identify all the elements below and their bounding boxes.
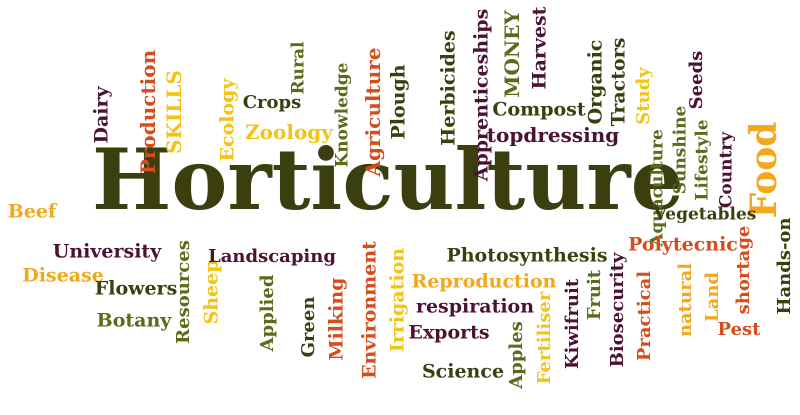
word-vegetables: Vegetables	[653, 204, 757, 225]
word-biosecurity: Biosecurity	[607, 252, 628, 368]
word-seeds: Seeds	[686, 50, 707, 110]
word-agriculture: Agriculture	[361, 47, 385, 177]
word-topdressing: topdressing	[486, 123, 620, 147]
word-university: University	[52, 240, 162, 263]
word-horticulture: Horticulture	[91, 130, 685, 229]
word-environment: Environment	[358, 241, 381, 379]
word-tractors: Tractors	[607, 37, 630, 127]
word-sunshine: Sunshine	[670, 105, 691, 195]
word-sheep: Sheep	[200, 259, 223, 325]
word-fertiliser: Fertiliser	[534, 291, 555, 385]
word-flowers: Flowers	[94, 277, 178, 300]
word-reproduction: Reproduction	[411, 270, 557, 293]
word-aquaculture: Aquaculture	[647, 129, 668, 247]
word-plough: Plough	[387, 64, 410, 140]
word-ecology: Ecology	[216, 78, 239, 162]
word-exports: Exports	[408, 321, 490, 344]
word-knowledge: Knowledge	[332, 62, 353, 168]
word-science: Science	[421, 360, 505, 383]
word-natural: natural	[675, 262, 696, 338]
word-money: MONEY	[500, 10, 524, 98]
word-kiwifruit: Kiwifruit	[562, 278, 583, 370]
word-respiration: respiration	[415, 295, 535, 318]
word-shortage: shortage	[733, 225, 754, 315]
word-lifestyle: Lifestyle	[692, 119, 713, 201]
word-apprenticeships: Apprenticeships	[470, 8, 493, 182]
word-herbicides: Herbicides	[437, 30, 460, 146]
word-country: Country	[716, 131, 737, 209]
word-botany: Botany	[96, 309, 172, 332]
word-rural: Rural	[288, 41, 309, 95]
word-disease: Disease	[22, 264, 104, 287]
word-apples: Apples	[506, 321, 527, 389]
word-photosynthesis: Photosynthesis	[446, 244, 608, 267]
word-polytecnic: Polytecnic	[628, 233, 738, 256]
word-dairy: Dairy	[90, 86, 113, 144]
word-pest: Pest	[717, 319, 761, 340]
word-harvest: Harvest	[528, 6, 551, 90]
word-green: Green	[298, 296, 319, 358]
word-milking: Milking	[325, 277, 348, 361]
word-practical: Practical	[634, 270, 655, 362]
word-fruit: Fruit	[584, 269, 605, 321]
word-applied: Applied	[257, 274, 278, 352]
word-crops: Crops	[242, 92, 302, 113]
word-study: Study	[633, 67, 654, 125]
word-hands-on: Hands-on	[774, 217, 795, 315]
word-skills: SKILLS	[162, 70, 186, 154]
word-production: Production	[136, 49, 160, 175]
word-resources: Resources	[173, 240, 194, 344]
word-land: Land	[702, 272, 723, 322]
word-irrigation: Irrigation	[386, 247, 409, 353]
word-compost: Compost	[492, 98, 586, 121]
word-organic: Organic	[584, 39, 607, 125]
word-beef: Beef	[7, 200, 57, 223]
word-zoology: Zoology	[245, 120, 333, 144]
word-landscaping: Landscaping	[208, 246, 336, 267]
